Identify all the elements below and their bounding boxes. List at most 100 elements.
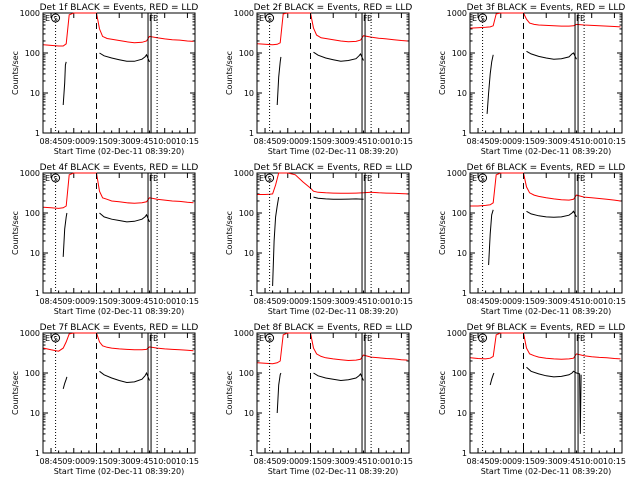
x-tick-label: 08:45 <box>467 297 490 306</box>
x-tick-label: 09:15 <box>299 457 322 466</box>
x-tick-label: 09:45 <box>130 297 153 306</box>
start-marker-label: S <box>267 15 272 23</box>
panel-1: Det 1f BLACK = Events, RED = LLD 1 10 100 10… <box>11 3 199 156</box>
start-marker-circle <box>265 333 275 343</box>
y-axis-label: Counts/sec <box>11 51 20 95</box>
f-marker-label: F <box>363 14 368 23</box>
start-marker-circle <box>51 13 61 23</box>
x-tick-label: 09:15 <box>85 457 108 466</box>
plot-frame <box>469 332 623 454</box>
y-tick-label: 1 <box>462 449 467 458</box>
e-marker-label: E <box>580 334 585 343</box>
lld-series-line <box>43 332 194 352</box>
e-marker-label: E <box>367 14 372 23</box>
y-axis-label: Counts/sec <box>438 371 447 415</box>
y-tick-label: 100 <box>25 369 40 378</box>
plot-frame <box>256 12 410 134</box>
x-tick-label: 09:15 <box>512 297 535 306</box>
x-tick-label: 10:00 <box>580 137 603 146</box>
f-marker-label: F <box>363 334 368 343</box>
x-tick-label: 10:00 <box>367 457 390 466</box>
x-tick-label: 09:45 <box>344 137 367 146</box>
x-tick-label: 10:00 <box>153 297 176 306</box>
y-axis-label: Counts/sec <box>225 51 234 95</box>
y-axis-label: Counts/sec <box>225 371 234 415</box>
x-tick-label: 10:00 <box>153 457 176 466</box>
events-series-line <box>62 212 68 257</box>
x-tick-label: 08:45 <box>40 297 63 306</box>
e-marker-label: E <box>472 334 477 343</box>
y-tick-label: 100 <box>239 49 254 58</box>
x-axis-label: Start Time (02-Dec-11 08:39:20) <box>268 307 399 316</box>
x-tick-label: 09:30 <box>108 297 131 306</box>
y-tick-label: 1000 <box>20 169 40 178</box>
x-tick-label: 09:15 <box>85 137 108 146</box>
events-series-line <box>489 372 495 386</box>
x-tick-label: 09:45 <box>557 457 580 466</box>
events-series-line <box>526 50 577 60</box>
x-tick-label: 09:00 <box>62 137 85 146</box>
x-tick-label: 08:45 <box>40 137 63 146</box>
x-axis-label: Start Time (02-Dec-11 08:39:20) <box>481 307 612 316</box>
start-marker-label: S <box>480 335 485 343</box>
y-tick-label: 1000 <box>234 9 254 18</box>
x-tick-label: 10:15 <box>603 457 626 466</box>
start-marker-label: S <box>267 175 272 183</box>
lld-series-line <box>470 332 621 360</box>
x-axis-label: Start Time (02-Dec-11 08:39:20) <box>268 467 399 476</box>
x-tick-label: 09:00 <box>489 137 512 146</box>
x-tick-label: 08:45 <box>40 457 63 466</box>
events-series-line <box>276 56 282 106</box>
e-marker-label: E <box>259 14 264 23</box>
e-marker-label: E <box>259 334 264 343</box>
x-tick-label: 09:45 <box>344 297 367 306</box>
x-tick-label: 09:45 <box>557 137 580 146</box>
y-tick-label: 1 <box>35 289 40 298</box>
events-series-line <box>99 370 150 384</box>
events-series-line <box>62 376 68 390</box>
x-tick-label: 09:30 <box>322 137 345 146</box>
y-tick-label: 1000 <box>447 9 467 18</box>
start-marker-circle <box>51 173 61 183</box>
plot-frame <box>42 332 196 454</box>
lld-series-line <box>257 332 408 365</box>
panel-4: Det 4f BLACK = Events, RED = LLD 1 10 100 10… <box>11 163 199 316</box>
x-tick-label: 09:45 <box>130 457 153 466</box>
panel-5: Det 5f BLACK = Events, RED = LLD 1 10 100 10… <box>225 163 413 316</box>
panel-title: Det 5f BLACK = Events, RED = LLD <box>254 163 413 173</box>
e-marker-label: E <box>45 334 50 343</box>
e-marker-label: E <box>580 174 585 183</box>
x-tick-label: 09:00 <box>489 297 512 306</box>
events-series-line <box>526 366 582 434</box>
y-tick-label: 10 <box>244 409 254 418</box>
y-tick-label: 100 <box>25 209 40 218</box>
y-axis-label: Counts/sec <box>438 51 447 95</box>
lld-series-line <box>43 12 194 47</box>
x-tick-label: 09:30 <box>322 457 345 466</box>
x-tick-label: 10:00 <box>367 297 390 306</box>
x-tick-label: 09:30 <box>535 137 558 146</box>
y-tick-label: 10 <box>457 249 467 258</box>
lld-series-line <box>43 172 194 209</box>
y-axis-label: Counts/sec <box>11 211 20 255</box>
start-marker-label: S <box>480 15 485 23</box>
x-tick-label: 10:00 <box>153 137 176 146</box>
y-tick-label: 1000 <box>20 329 40 338</box>
y-tick-label: 100 <box>25 49 40 58</box>
panel-title: Det 7f BLACK = Events, RED = LLD <box>40 323 199 333</box>
e-marker-label: E <box>153 334 158 343</box>
y-tick-label: 1 <box>462 289 467 298</box>
e-marker-label: E <box>367 174 372 183</box>
x-axis-label: Start Time (02-Dec-11 08:39:20) <box>54 307 185 316</box>
x-tick-label: 09:30 <box>322 297 345 306</box>
y-tick-label: 10 <box>457 89 467 98</box>
start-marker-circle <box>478 333 488 343</box>
start-marker-circle <box>51 333 61 343</box>
x-tick-label: 08:45 <box>254 297 277 306</box>
panel-7: Det 7f BLACK = Events, RED = LLD 1 10 100 10… <box>11 323 199 476</box>
y-tick-label: 1 <box>35 129 40 138</box>
start-marker-circle <box>478 13 488 23</box>
events-series-line <box>99 212 150 223</box>
lld-series-line <box>257 12 408 46</box>
